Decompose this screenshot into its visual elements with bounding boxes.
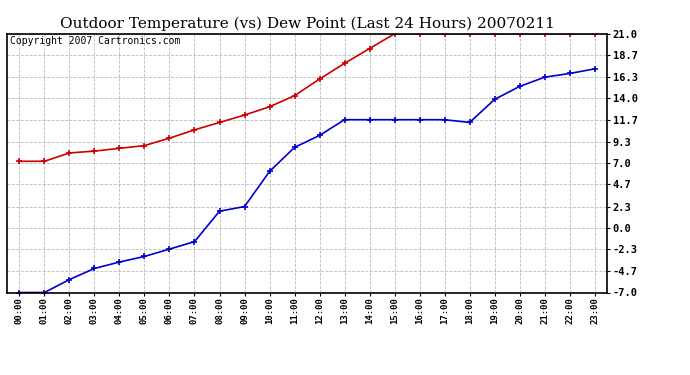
Title: Outdoor Temperature (vs) Dew Point (Last 24 Hours) 20070211: Outdoor Temperature (vs) Dew Point (Last…	[59, 17, 555, 31]
Text: Copyright 2007 Cartronics.com: Copyright 2007 Cartronics.com	[10, 36, 180, 46]
